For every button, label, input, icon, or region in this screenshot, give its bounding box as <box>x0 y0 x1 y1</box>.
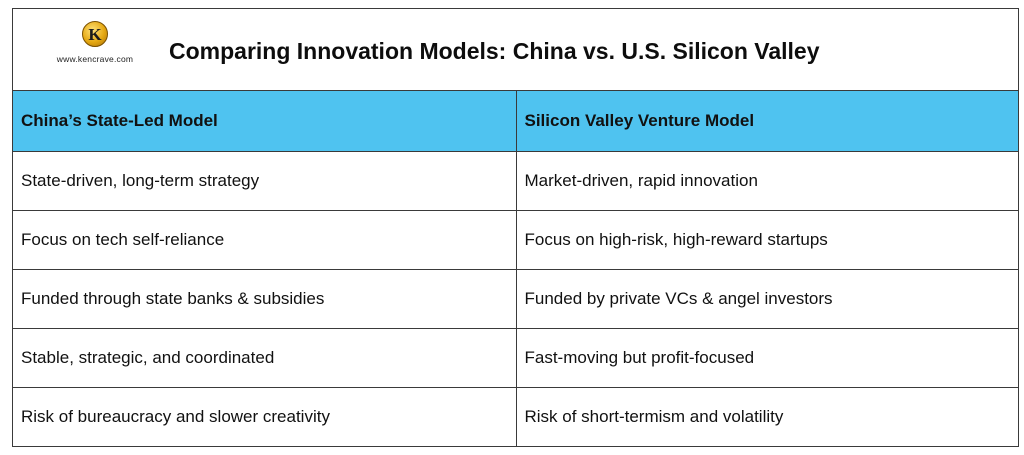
page-title: Comparing Innovation Models: China vs. U… <box>169 38 820 64</box>
table-cell-china: Risk of bureaucracy and slower creativit… <box>21 406 330 426</box>
table-header-row: China’s State-Led Model Silicon Valley V… <box>13 91 1018 152</box>
column-header-china: China’s State-Led Model <box>13 91 516 152</box>
table-cell-silicon-valley: Market-driven, rapid innovation <box>515 151 1018 211</box>
table-cell-china: Stable, strategic, and coordinated <box>13 328 516 388</box>
table-row: Risk of bureaucracy and slower creativit… <box>13 387 1018 446</box>
card-header: K www.kencrave.com Comparing Innovation … <box>13 9 1018 91</box>
table-row: State-driven, long-term strategy Market-… <box>13 151 1018 211</box>
table-cell-china: Focus on tech self-reliance <box>13 210 516 270</box>
table-cell-silicon-valley: Fast-moving but profit-focused <box>515 328 1018 388</box>
table-cell-china: State-driven, long-term strategy <box>13 151 516 211</box>
table-cell-silicon-valley: Focus on high-risk, high-reward startups <box>515 210 1018 270</box>
table-cell-silicon-valley: Funded by private VCs & angel investors <box>515 269 1018 329</box>
table-row: Funded through state banks & subsidies F… <box>13 269 1018 329</box>
logo: K www.kencrave.com <box>45 21 145 64</box>
table-cell-china: Funded through state banks & subsidies <box>13 269 516 329</box>
table-row: Focus on tech self-reliance Focus on hig… <box>13 210 1018 270</box>
column-header-silicon-valley: Silicon Valley Venture Model <box>515 91 1018 152</box>
kencrave-coin-logo-icon: K <box>82 21 108 47</box>
table-cell-silicon-valley: Risk of short-termism and volatility <box>515 387 1018 446</box>
comparison-table: China’s State-Led Model Silicon Valley V… <box>13 91 1018 446</box>
logo-url-text: www.kencrave.com <box>56 54 134 64</box>
table-row: Stable, strategic, and coordinated Fast-… <box>13 328 1018 388</box>
comparison-card: K www.kencrave.com Comparing Innovation … <box>12 8 1019 447</box>
